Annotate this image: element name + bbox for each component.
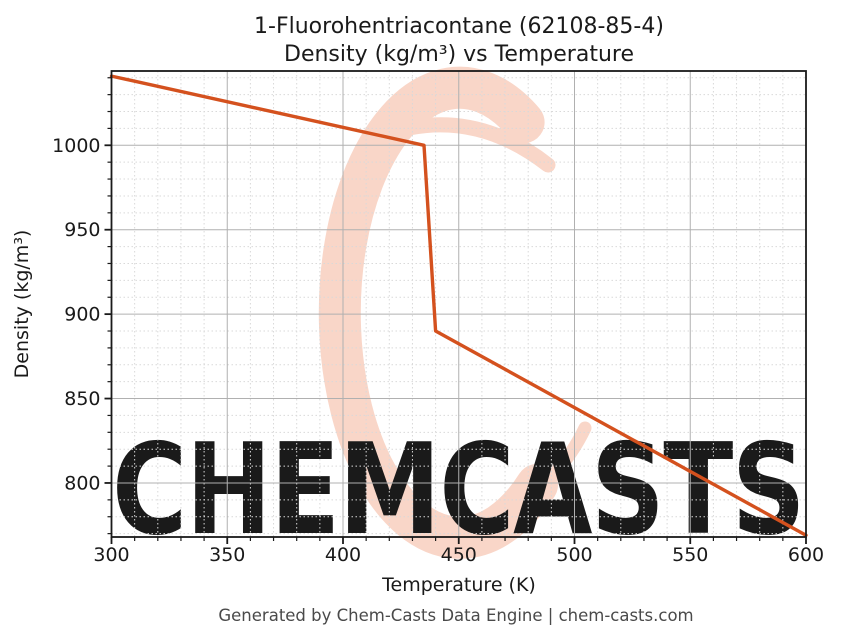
y-axis-label: Density (kg/m³) [11, 230, 33, 379]
x-axis-label: Temperature (K) [381, 574, 536, 596]
x-tick-label: 600 [788, 544, 824, 566]
y-tick-label: 900 [64, 304, 100, 326]
y-tick-label: 850 [64, 388, 100, 410]
tick-labels: 300 350 400 450 500 550 600 800 850 900 950 1000 [52, 135, 824, 566]
data-series [109, 74, 808, 537]
axis-ticks [104, 77, 807, 544]
footer-credit: Generated by Chem-Casts Data Engine | ch… [218, 606, 693, 625]
x-tick-label: 500 [556, 544, 592, 566]
x-tick-label: 350 [209, 544, 245, 566]
x-tick-label: 550 [672, 544, 708, 566]
x-tick-label: 300 [93, 544, 129, 566]
chemcasts-watermark: CHEMCASTS [112, 66, 806, 563]
watermark-c-accent-tail-icon [509, 421, 592, 507]
y-tick-label: 1000 [52, 135, 100, 157]
chart-title-line2: Density (kg/m³) vs Temperature [284, 42, 634, 67]
x-tick-label: 450 [441, 544, 477, 566]
watermark-c-accent-top-icon [362, 117, 556, 173]
y-tick-label: 800 [64, 472, 100, 494]
chart-title-line1: 1-Fluorohentriacontane (62108-85-4) [254, 14, 664, 39]
x-tick-label: 400 [325, 544, 361, 566]
y-tick-label: 950 [64, 219, 100, 241]
density-line [109, 74, 808, 537]
